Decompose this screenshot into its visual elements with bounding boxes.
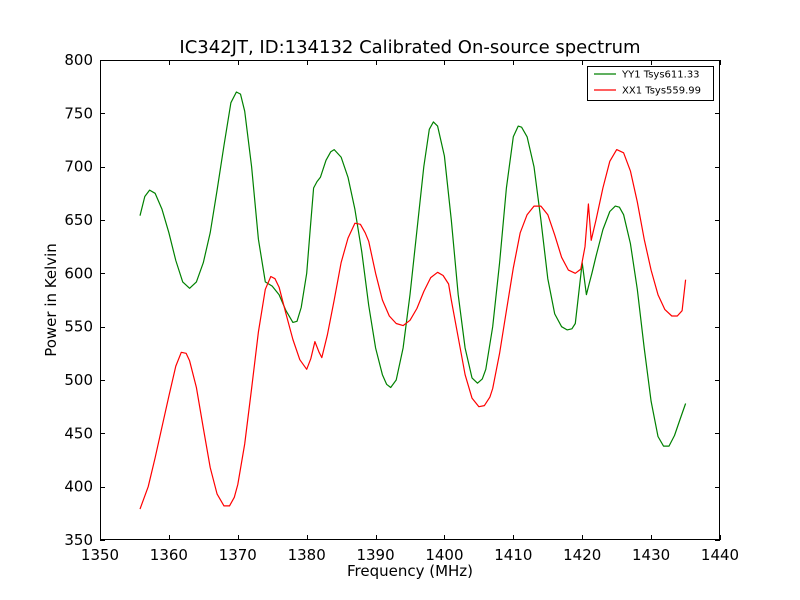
- x-tick-label: 1350: [81, 546, 119, 564]
- y-tick-label: 800: [64, 51, 93, 69]
- y-tick-label: 550: [64, 318, 93, 336]
- series-layer: [139, 91, 687, 510]
- x-tick-label: 1440: [701, 546, 739, 564]
- legend-label-yy1: YY1 Tsys611.33: [621, 70, 700, 81]
- x-tick-label: 1370: [219, 546, 257, 564]
- chart-title: IC342JT, ID:134132 Calibrated On-source …: [179, 37, 640, 58]
- plot-frame: [100, 60, 720, 540]
- y-tick-label: 500: [64, 371, 93, 389]
- legend-box: [587, 66, 714, 101]
- x-tick-label: 1390: [356, 546, 394, 564]
- tick-layer: 1350 1360 1370 1380 1390 1400 1410 1420 1430 1440…: [64, 51, 739, 564]
- x-tick-label: 1380: [288, 546, 326, 564]
- y-axis-label: Power in Kelvin: [42, 243, 60, 357]
- x-tick-label: 1420: [563, 546, 601, 564]
- y-tick-label: 450: [64, 424, 93, 442]
- series-line-0: [139, 91, 687, 447]
- x-axis-label: Frequency (MHz): [347, 562, 473, 580]
- x-tick-label: 1360: [150, 546, 188, 564]
- y-tick-label: 700: [64, 158, 93, 176]
- y-tick-label: 600: [64, 264, 93, 282]
- y-tick-label: 350: [64, 531, 93, 549]
- legend-label-xx1: XX1 Tsys559.99: [622, 86, 701, 97]
- x-tick-label: 1410: [494, 546, 532, 564]
- y-tick-label: 750: [64, 104, 93, 122]
- x-tick-label: 1430: [632, 546, 670, 564]
- x-tick-label: 1400: [425, 546, 463, 564]
- legend: YY1 Tsys611.33 XX1 Tsys559.99: [587, 66, 714, 101]
- y-tick-label: 400: [64, 478, 93, 496]
- y-tick-label: 650: [64, 211, 93, 229]
- series-line-1: [139, 149, 687, 510]
